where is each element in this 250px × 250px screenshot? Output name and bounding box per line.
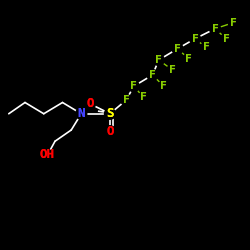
- Text: F: F: [192, 34, 198, 44]
- Text: OH: OH: [40, 148, 55, 162]
- Text: F: F: [230, 18, 237, 28]
- Text: OH: OH: [40, 148, 55, 162]
- Circle shape: [153, 54, 164, 66]
- Circle shape: [138, 92, 149, 103]
- Circle shape: [221, 33, 232, 44]
- Circle shape: [183, 53, 194, 64]
- Circle shape: [228, 17, 239, 28]
- Text: F: F: [123, 95, 130, 105]
- Circle shape: [104, 108, 116, 119]
- Circle shape: [210, 23, 220, 34]
- Text: F: F: [149, 70, 156, 80]
- Text: F: F: [140, 92, 147, 102]
- Circle shape: [104, 126, 116, 137]
- Text: F: F: [130, 81, 137, 91]
- Text: F: F: [223, 34, 230, 44]
- Text: F: F: [160, 81, 167, 91]
- Text: F: F: [203, 42, 209, 52]
- Text: F: F: [123, 95, 130, 105]
- Text: F: F: [160, 81, 167, 91]
- Circle shape: [158, 81, 169, 92]
- Circle shape: [147, 70, 158, 80]
- Text: F: F: [186, 54, 192, 64]
- Text: O: O: [106, 125, 114, 138]
- Circle shape: [190, 33, 200, 44]
- Circle shape: [121, 94, 132, 106]
- Circle shape: [167, 64, 178, 76]
- Circle shape: [76, 108, 87, 119]
- Text: F: F: [223, 34, 230, 44]
- Text: F: F: [212, 24, 218, 34]
- Text: F: F: [230, 18, 237, 28]
- Text: O: O: [86, 97, 94, 110]
- Text: F: F: [156, 55, 162, 65]
- Text: F: F: [149, 70, 156, 80]
- Text: S: S: [106, 107, 114, 120]
- Text: F: F: [156, 55, 162, 65]
- Text: O: O: [86, 97, 94, 110]
- Text: F: F: [174, 44, 181, 54]
- Text: S: S: [106, 107, 114, 120]
- Text: O: O: [106, 125, 114, 138]
- Text: F: F: [174, 44, 181, 54]
- Text: F: F: [212, 24, 218, 34]
- Text: N: N: [78, 107, 85, 120]
- Text: F: F: [192, 34, 198, 44]
- Text: F: F: [203, 42, 209, 52]
- Circle shape: [42, 150, 53, 160]
- Text: F: F: [169, 65, 176, 75]
- Text: F: F: [140, 92, 147, 102]
- Text: N: N: [78, 107, 85, 120]
- Circle shape: [128, 81, 139, 92]
- Circle shape: [201, 42, 212, 53]
- Text: F: F: [130, 81, 137, 91]
- Text: F: F: [186, 54, 192, 64]
- Circle shape: [84, 98, 96, 109]
- Text: F: F: [169, 65, 176, 75]
- Circle shape: [172, 43, 183, 54]
